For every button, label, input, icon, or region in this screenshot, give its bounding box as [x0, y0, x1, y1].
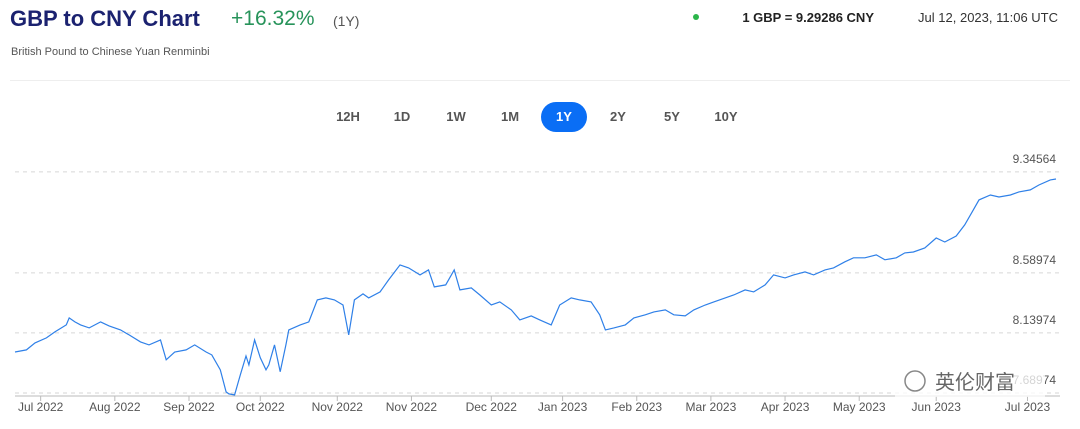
x-tick-label: Apr 2023 [761, 400, 810, 414]
title: GBP to CNY Chart [10, 6, 200, 31]
rate: 1 GBP = 9.29286 CNY [742, 10, 874, 25]
y-tick-label: 8.58974 [1013, 253, 1057, 267]
x-tick-label: Feb 2023 [611, 400, 662, 414]
range-button[interactable]: 2Y [610, 109, 626, 124]
range-button[interactable]: 10Y [714, 109, 738, 124]
status-dot [693, 14, 699, 20]
range-selector: 12H 1D 1W 1M 1Y 2Y 5Y 10Y [325, 102, 749, 132]
x-tick-label: Jul 2022 [18, 400, 64, 414]
range-button[interactable]: 1M [500, 109, 520, 124]
range-button[interactable]: 5Y [664, 109, 680, 124]
timestamp: Jul 12, 2023, 11:06 UTC [918, 10, 1058, 25]
price-line [14, 178, 1057, 396]
x-tick-label: Aug 2022 [89, 400, 141, 414]
y-tick-label: 8.13974 [1013, 313, 1057, 327]
x-tick-label: May 2023 [833, 400, 886, 414]
change: +16.32% [231, 7, 315, 30]
x-tick-label: Mar 2023 [686, 400, 737, 414]
x-tick-label: Oct 2022 [236, 400, 285, 414]
period: (1Y) [333, 13, 360, 29]
x-tick-label: Nov 2022 [312, 400, 364, 414]
separator [10, 80, 1070, 81]
y-tick-label: 9.34564 [1013, 152, 1057, 166]
x-tick-label: Sep 2022 [163, 400, 215, 414]
x-tick-label: Jun 2023 [912, 400, 962, 414]
range-button[interactable]: 1D [393, 109, 411, 124]
x-tick-label: Dec 2022 [466, 400, 518, 414]
x-tick-label: Jan 2023 [538, 400, 588, 414]
x-tick-label: Nov 2022 [386, 400, 438, 414]
watermark-bg [895, 365, 1045, 397]
range-button[interactable]: 1Y [541, 102, 587, 132]
x-tick-label: Jul 2023 [1005, 400, 1051, 414]
watermark-icon [904, 370, 926, 392]
subtitle: British Pound to Chinese Yuan Renminbi [11, 46, 210, 58]
watermark: 英伦财富 [935, 371, 1015, 394]
range-button[interactable]: 1W [446, 109, 466, 124]
range-button[interactable]: 12H [336, 109, 360, 124]
